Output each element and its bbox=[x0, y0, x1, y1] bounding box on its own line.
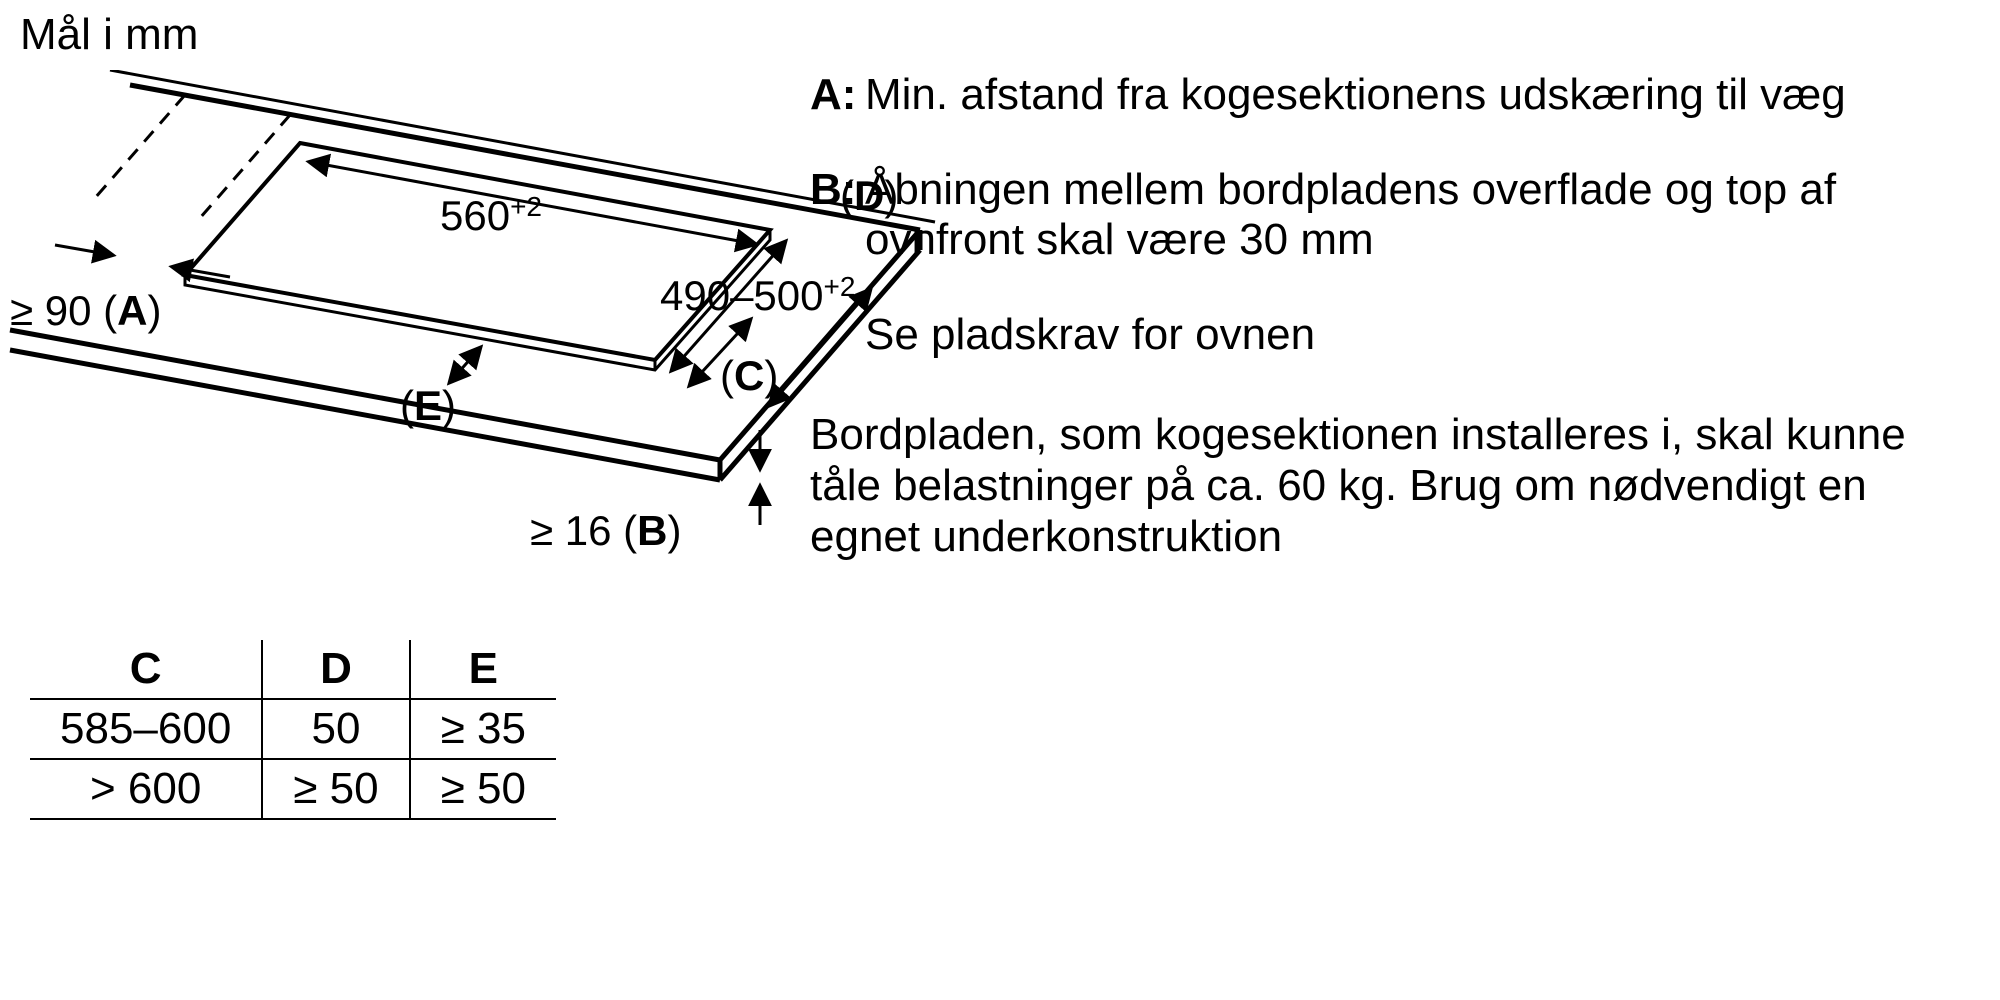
definition-text: Åbningen mellem bordpladens overflade og… bbox=[865, 165, 1980, 266]
table-row: > 600 ≥ 50 ≥ 50 bbox=[30, 759, 556, 819]
table-cell: > 600 bbox=[30, 759, 262, 819]
col-header: E bbox=[410, 640, 556, 699]
legend-column: A: Min. afstand fra kogesektionens udskæ… bbox=[810, 70, 1980, 562]
table-cell: 585–600 bbox=[30, 699, 262, 759]
table-cell: ≥ 50 bbox=[262, 759, 409, 819]
col-header: C bbox=[30, 640, 262, 699]
table-cell: ≥ 35 bbox=[410, 699, 556, 759]
label-a: ≥ 90 (A) bbox=[10, 287, 161, 334]
table-header-row: C D E bbox=[30, 640, 556, 699]
table-cell: 50 bbox=[262, 699, 409, 759]
label-b: ≥ 16 (B) bbox=[530, 507, 681, 554]
dimension-table: C D E 585–600 50 ≥ 35 > 600 ≥ 50 ≥ 50 bbox=[30, 640, 556, 820]
definition-key: A: bbox=[810, 70, 865, 121]
paragraph-text: Bordpladen, som kogesektionen installere… bbox=[810, 410, 1980, 562]
definition-key: B: bbox=[810, 165, 865, 266]
col-header: D bbox=[262, 640, 409, 699]
definition-text: Min. afstand fra kogesektionens udskærin… bbox=[865, 70, 1980, 121]
page-title: Mål i mm bbox=[20, 10, 198, 60]
definition-b: B: Åbningen mellem bordpladens overflade… bbox=[810, 165, 1980, 266]
dim-width-label: 560+2 bbox=[440, 191, 542, 239]
definition-a: A: Min. afstand fra kogesektionens udskæ… bbox=[810, 70, 1980, 121]
note-text: Se pladskrav for ovnen bbox=[865, 310, 1980, 361]
label-e: (E) bbox=[400, 382, 456, 429]
table-cell: ≥ 50 bbox=[410, 759, 556, 819]
table-row: 585–600 50 ≥ 35 bbox=[30, 699, 556, 759]
label-c: (C) bbox=[720, 352, 778, 399]
